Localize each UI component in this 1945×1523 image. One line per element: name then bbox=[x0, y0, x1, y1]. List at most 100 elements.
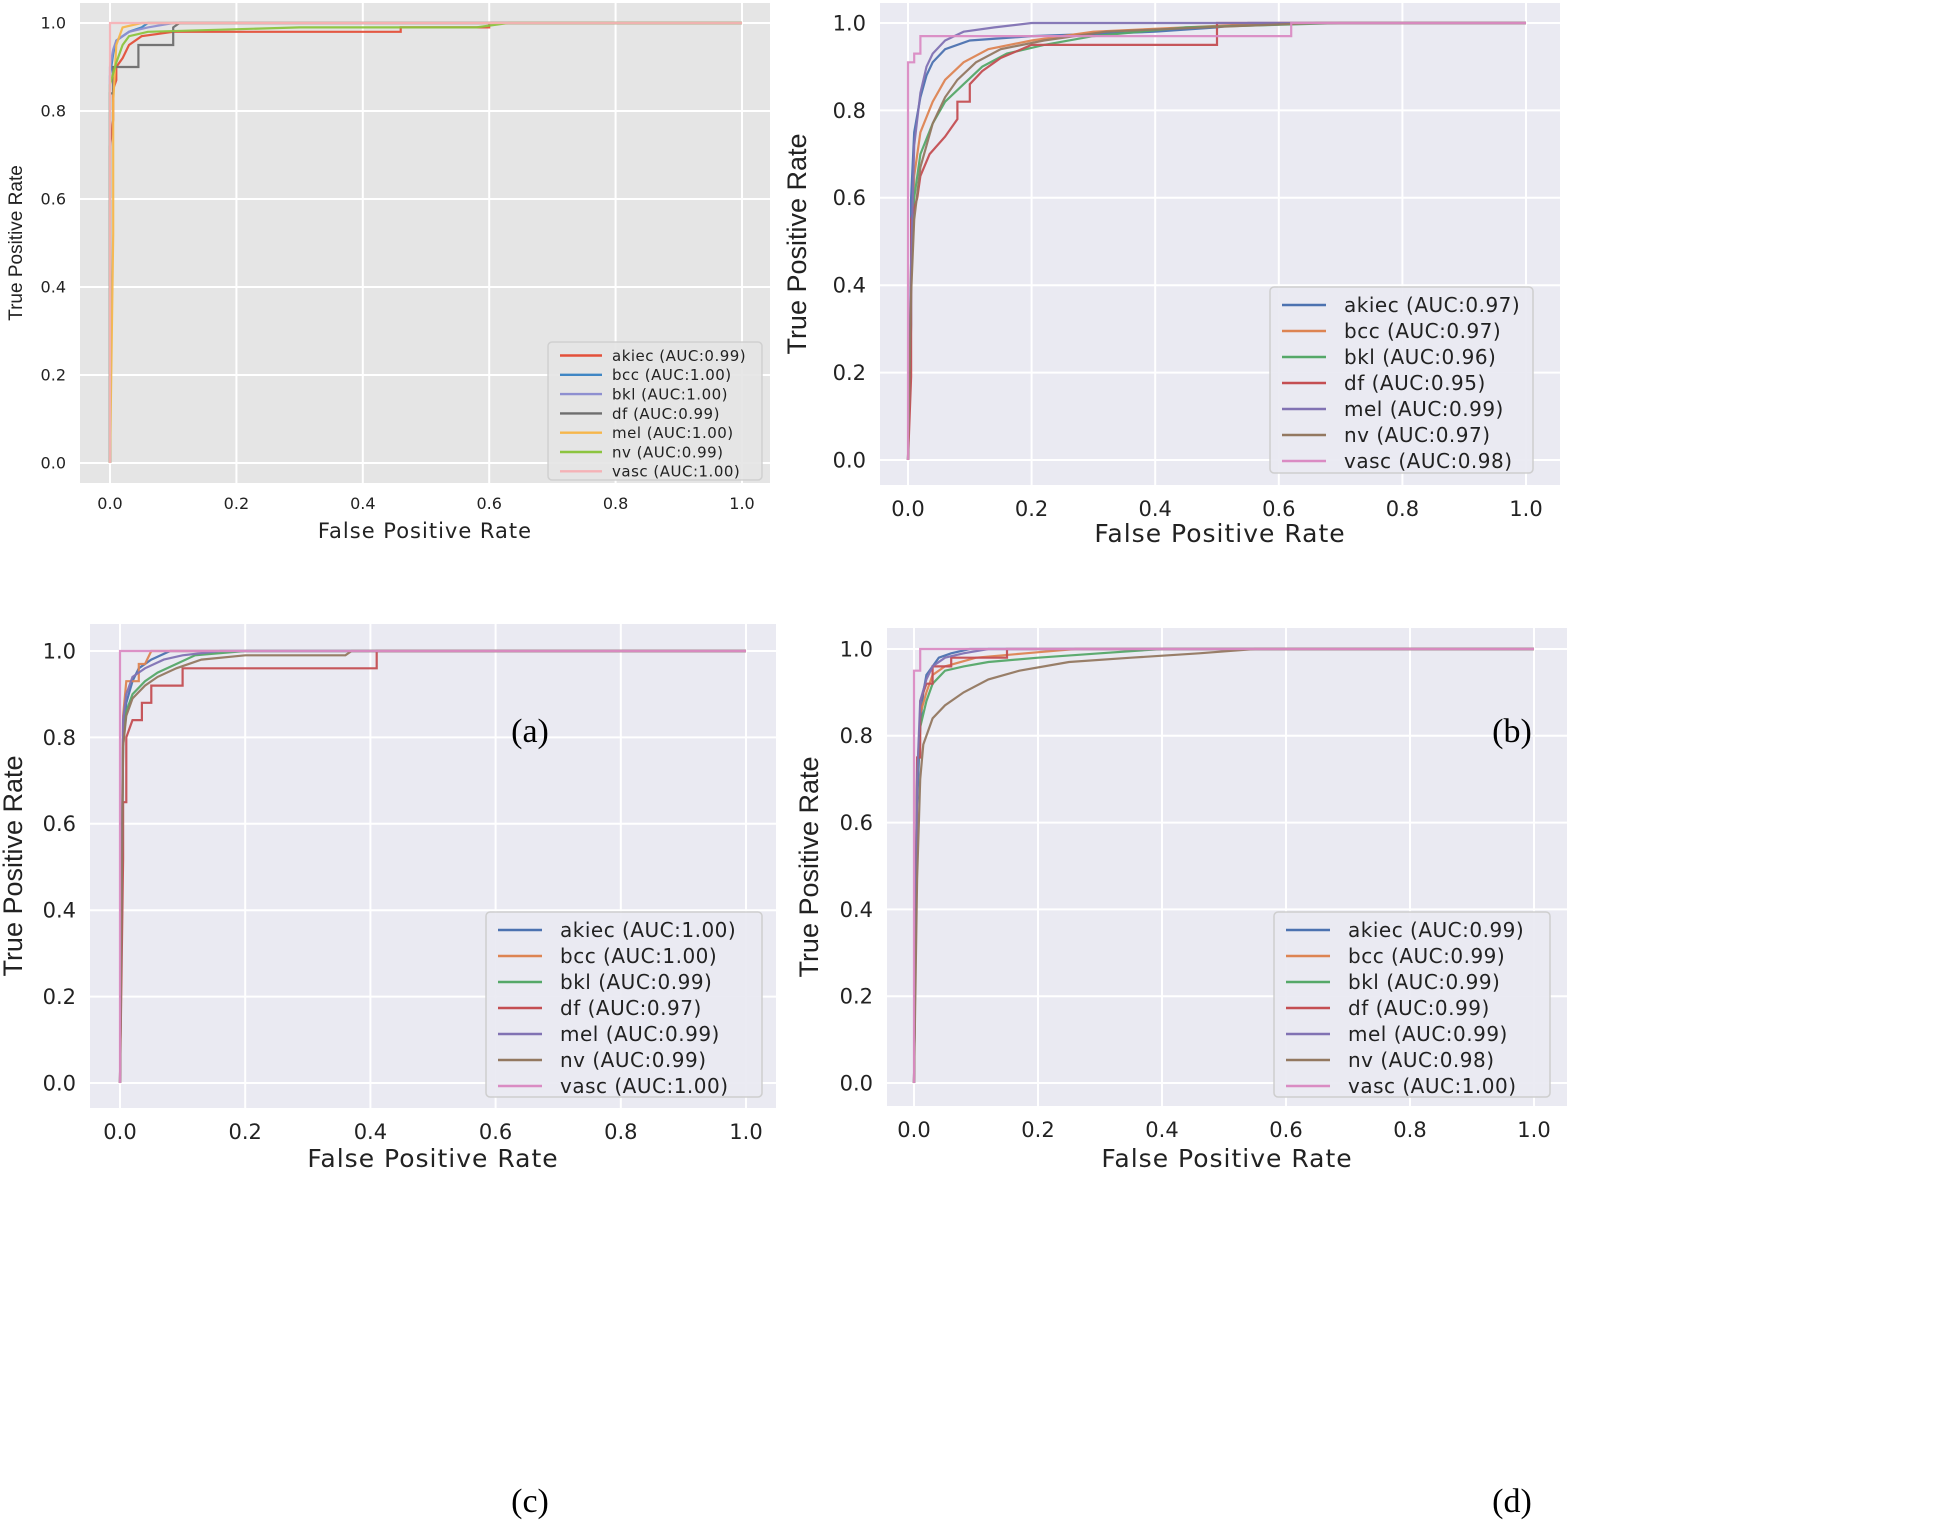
roc-curves bbox=[906, 21, 1526, 461]
legend-label-mel: mel (AUC:0.99) bbox=[1348, 1022, 1508, 1046]
x-tick-label: 0.2 bbox=[228, 1120, 261, 1144]
y-tick-label: 0.2 bbox=[833, 361, 866, 385]
x-axis-label: False Positive Rate bbox=[307, 1144, 558, 1173]
legend-label-vasc: vasc (AUC:1.00) bbox=[1348, 1074, 1517, 1098]
caption-d: (d) bbox=[1492, 1483, 1532, 1520]
y-tick-label: 0.0 bbox=[840, 1071, 873, 1095]
y-axis-label: True Positive Rate bbox=[0, 755, 28, 976]
roc-curve-nv bbox=[108, 21, 742, 463]
roc-curve-mel bbox=[906, 21, 1526, 461]
legend-label-mel: mel (AUC:0.99) bbox=[560, 1022, 720, 1046]
x-tick-label: 0.8 bbox=[604, 1120, 637, 1144]
legend-label-df: df (AUC:0.95) bbox=[1344, 371, 1486, 395]
x-tick-label: 1.0 bbox=[729, 494, 754, 513]
y-tick-label: 1.0 bbox=[43, 639, 76, 663]
y-tick-label: 0.4 bbox=[833, 274, 866, 298]
y-tick-label: 0.6 bbox=[43, 812, 76, 836]
legend-label-bkl: bkl (AUC:0.96) bbox=[1344, 345, 1496, 369]
y-tick-label: 0.8 bbox=[840, 724, 873, 748]
y-axis-label: True Positive Rate bbox=[6, 165, 27, 321]
x-tick-label: 0.6 bbox=[1262, 497, 1295, 521]
y-tick-label: 0.0 bbox=[43, 1071, 76, 1095]
caption-a: (a) bbox=[511, 713, 549, 750]
x-tick-label: 0.0 bbox=[97, 494, 122, 513]
legend-label-akiec: akiec (AUC:0.97) bbox=[1344, 293, 1520, 317]
panel-a: 0.0 0.2 0.4 0.6 0.8 1.0 0.0 0.2 0.4 0.6 0.8 1.0 Fals… bbox=[6, 3, 770, 543]
legend-label-bcc: bcc (AUC:1.00) bbox=[612, 366, 732, 384]
y-tick-label: 0.0 bbox=[41, 454, 66, 473]
panel-b: 0.0 0.2 0.4 0.6 0.8 1.0 0.0 0.2 0.4 0.6 0.8 1.0 Fals… bbox=[782, 3, 1560, 548]
y-axis-label: True Positive Rate bbox=[782, 133, 812, 354]
x-axis-label: False Positive Rate bbox=[1094, 519, 1345, 548]
x-tick-label: 0.0 bbox=[891, 497, 924, 521]
roc-curve-nv bbox=[912, 647, 1534, 1084]
legend-label-akiec: akiec (AUC:0.99) bbox=[612, 347, 746, 365]
legend-label-nv: nv (AUC:0.98) bbox=[1348, 1048, 1495, 1072]
y-tick-labels: 0.0 0.2 0.4 0.6 0.8 1.0 bbox=[43, 639, 76, 1095]
x-tick-label: 0.8 bbox=[603, 494, 628, 513]
legend-box bbox=[485, 911, 763, 1098]
x-tick-label: 0.8 bbox=[1393, 1118, 1426, 1142]
roc-curves bbox=[118, 649, 746, 1084]
legend-label-vasc: vasc (AUC:0.98) bbox=[1344, 449, 1513, 473]
x-tick-label: 0.4 bbox=[350, 494, 375, 513]
roc-curve-vasc bbox=[912, 647, 1534, 1083]
x-tick-labels: 0.0 0.2 0.4 0.6 0.8 1.0 bbox=[97, 494, 754, 513]
y-tick-label: 0.4 bbox=[840, 898, 873, 922]
x-tick-label: 0.4 bbox=[1145, 1118, 1178, 1142]
y-tick-label: 0.0 bbox=[833, 448, 866, 472]
x-tick-label: 1.0 bbox=[729, 1120, 762, 1144]
y-tick-label: 0.2 bbox=[43, 985, 76, 1009]
y-tick-labels: 0.0 0.2 0.4 0.6 0.8 1.0 bbox=[833, 11, 866, 472]
legend-label-akiec: akiec (AUC:0.99) bbox=[1348, 918, 1524, 942]
y-tick-label: 0.4 bbox=[41, 278, 66, 297]
x-tick-label: 0.6 bbox=[479, 1120, 512, 1144]
x-tick-label: 0.4 bbox=[354, 1120, 387, 1144]
roc-curves bbox=[108, 21, 742, 464]
y-tick-label: 0.8 bbox=[43, 726, 76, 750]
x-tick-label: 0.6 bbox=[1269, 1118, 1302, 1142]
y-tick-label: 1.0 bbox=[41, 14, 66, 33]
roc-curve-df bbox=[912, 647, 1534, 1084]
roc-curve-vasc bbox=[906, 21, 1526, 460]
x-tick-label: 0.0 bbox=[897, 1118, 930, 1142]
x-tick-label: 1.0 bbox=[1509, 497, 1542, 521]
legend-label-mel: mel (AUC:0.99) bbox=[1344, 397, 1504, 421]
roc-curves bbox=[912, 647, 1534, 1084]
x-tick-label: 0.2 bbox=[1015, 497, 1048, 521]
legend-label-df: df (AUC:0.99) bbox=[612, 405, 720, 423]
panel-d: 0.0 0.2 0.4 0.6 0.8 1.0 0.0 0.2 0.4 0.6 0.8 1.0 Fals… bbox=[794, 628, 1567, 1173]
legend-label-nv: nv (AUC:0.99) bbox=[612, 443, 724, 461]
legend-label-df: df (AUC:0.99) bbox=[1348, 996, 1490, 1020]
legend-label-nv: nv (AUC:0.99) bbox=[560, 1048, 707, 1072]
y-tick-labels: 0.0 0.2 0.4 0.6 0.8 1.0 bbox=[41, 14, 66, 473]
legend-label-bkl: bkl (AUC:1.00) bbox=[612, 386, 728, 404]
roc-curve-nv bbox=[118, 649, 746, 1084]
y-tick-label: 1.0 bbox=[833, 11, 866, 35]
x-axis-label: False Positive Rate bbox=[318, 519, 532, 543]
gridlines bbox=[90, 624, 776, 1108]
panel-c: 0.0 0.2 0.4 0.6 0.8 1.0 0.0 0.2 0.4 0.6 0.8 1.0 Fals… bbox=[0, 624, 776, 1173]
x-tick-label: 0.2 bbox=[1021, 1118, 1054, 1142]
x-tick-label: 0.8 bbox=[1386, 497, 1419, 521]
x-tick-label: 0.0 bbox=[103, 1120, 136, 1144]
legend-box bbox=[1269, 286, 1534, 474]
y-tick-label: 0.6 bbox=[41, 190, 66, 209]
legend-label-df: df (AUC:0.97) bbox=[560, 996, 702, 1020]
y-tick-label: 0.2 bbox=[840, 985, 873, 1009]
legend-label-nv: nv (AUC:0.97) bbox=[1344, 423, 1491, 447]
legend-label-bcc: bcc (AUC:0.97) bbox=[1344, 319, 1501, 343]
legend: akiec (AUC:1.00)bcc (AUC:1.00)bkl (AUC:0… bbox=[485, 911, 763, 1098]
legend: akiec (AUC:0.99)bcc (AUC:0.99)bkl (AUC:0… bbox=[1273, 911, 1551, 1098]
legend: akiec (AUC:0.99)bcc (AUC:1.00) bkl (AUC:1… bbox=[547, 341, 763, 481]
y-tick-label: 0.4 bbox=[43, 899, 76, 923]
roc-curve-vasc bbox=[118, 649, 746, 1083]
roc-curve-mel bbox=[118, 649, 746, 1084]
roc-curve-vasc bbox=[108, 21, 742, 463]
legend-box bbox=[547, 341, 763, 481]
x-tick-label: 0.4 bbox=[1138, 497, 1171, 521]
roc-curve-df bbox=[108, 21, 742, 463]
roc-curve-nv bbox=[906, 21, 1526, 461]
y-tick-label: 0.8 bbox=[833, 99, 866, 123]
